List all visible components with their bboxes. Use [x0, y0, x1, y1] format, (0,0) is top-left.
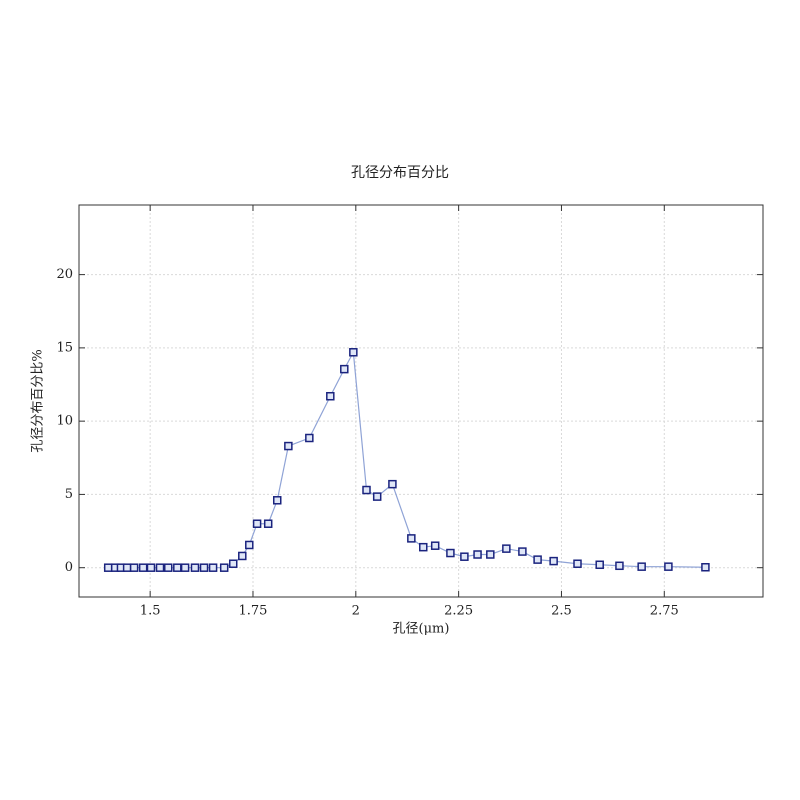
data-point	[252, 519, 262, 528]
x-axis-label: 孔径(μm)	[393, 622, 450, 637]
data-point	[664, 562, 673, 571]
data-point	[349, 348, 358, 357]
data-point	[326, 391, 335, 401]
y-axis-label: 孔径分布百分比%	[31, 349, 46, 452]
data-point	[518, 547, 527, 556]
data-point	[486, 550, 495, 559]
data-point	[129, 563, 139, 572]
data-point	[502, 544, 511, 553]
data-point	[164, 563, 173, 572]
data-point	[103, 563, 113, 572]
y-tick-label: 5	[65, 487, 73, 502]
data-point	[388, 479, 397, 489]
series-line	[108, 350, 706, 569]
data-point	[701, 563, 710, 572]
data-point	[419, 542, 428, 552]
data-point	[430, 541, 440, 550]
data-point	[284, 441, 293, 451]
data-point	[245, 540, 254, 550]
data-point	[573, 559, 582, 568]
data-point	[199, 563, 209, 572]
data-point	[615, 561, 624, 571]
data-point	[473, 550, 482, 559]
data-point	[460, 552, 469, 561]
y-tick-label: 20	[56, 267, 73, 282]
data-point	[595, 560, 604, 570]
x-tick-label: 2.5	[551, 604, 572, 619]
x-tick-label: 1.5	[140, 604, 161, 619]
data-point	[138, 563, 148, 572]
data-point	[372, 492, 382, 501]
x-tick-label: 2.75	[650, 604, 679, 619]
y-tick-label: 0	[65, 560, 73, 575]
y-tick-label: 15	[56, 340, 73, 355]
x-tick-label: 2	[352, 604, 360, 619]
data-point	[549, 556, 558, 566]
data-point	[362, 485, 371, 495]
x-tick-label: 1.75	[239, 604, 268, 619]
data-point	[219, 563, 229, 572]
data-point	[155, 563, 165, 572]
data-point	[208, 563, 218, 572]
x-tick-label: 2.25	[444, 604, 473, 619]
chart-title: 孔径分布百分比	[351, 165, 449, 181]
data-point	[190, 563, 200, 572]
data-point	[146, 563, 156, 572]
data-point	[173, 563, 182, 572]
data-point	[238, 551, 247, 561]
data-point	[263, 519, 273, 528]
plot-frame	[78, 204, 764, 598]
data-point	[533, 555, 542, 564]
data-point	[637, 562, 646, 571]
data-point	[272, 496, 282, 505]
data-point	[446, 548, 455, 558]
data-point	[228, 559, 238, 568]
data-point	[407, 534, 416, 543]
y-tick-label: 10	[56, 414, 73, 429]
data-point	[180, 563, 190, 572]
data-point	[305, 433, 314, 443]
data-point	[122, 563, 132, 572]
data-point	[340, 364, 349, 374]
